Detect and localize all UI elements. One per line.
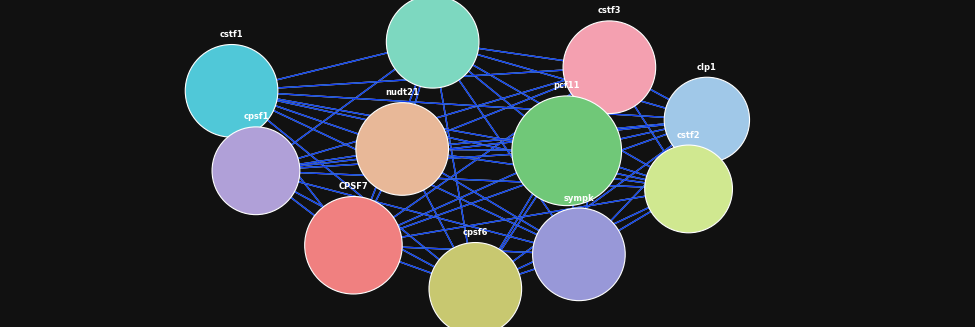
Text: cstf3: cstf3	[598, 7, 621, 15]
Text: cpsf1: cpsf1	[243, 112, 269, 121]
Ellipse shape	[429, 243, 522, 327]
Ellipse shape	[532, 208, 625, 301]
Text: CPSF7: CPSF7	[338, 182, 369, 191]
Ellipse shape	[386, 0, 479, 88]
Ellipse shape	[185, 44, 278, 137]
Ellipse shape	[564, 21, 655, 113]
Text: nudt21: nudt21	[385, 88, 419, 97]
Ellipse shape	[304, 197, 402, 294]
Text: sympk: sympk	[564, 194, 594, 202]
Text: clp1: clp1	[697, 63, 717, 72]
Text: cstf1: cstf1	[219, 30, 244, 39]
Ellipse shape	[356, 103, 448, 195]
Text: pcf11: pcf11	[554, 81, 580, 91]
Ellipse shape	[213, 127, 300, 215]
Ellipse shape	[644, 145, 732, 233]
Text: cpsf6: cpsf6	[462, 228, 488, 237]
Text: cstf2: cstf2	[677, 130, 700, 140]
Ellipse shape	[664, 77, 750, 163]
Ellipse shape	[512, 96, 621, 206]
